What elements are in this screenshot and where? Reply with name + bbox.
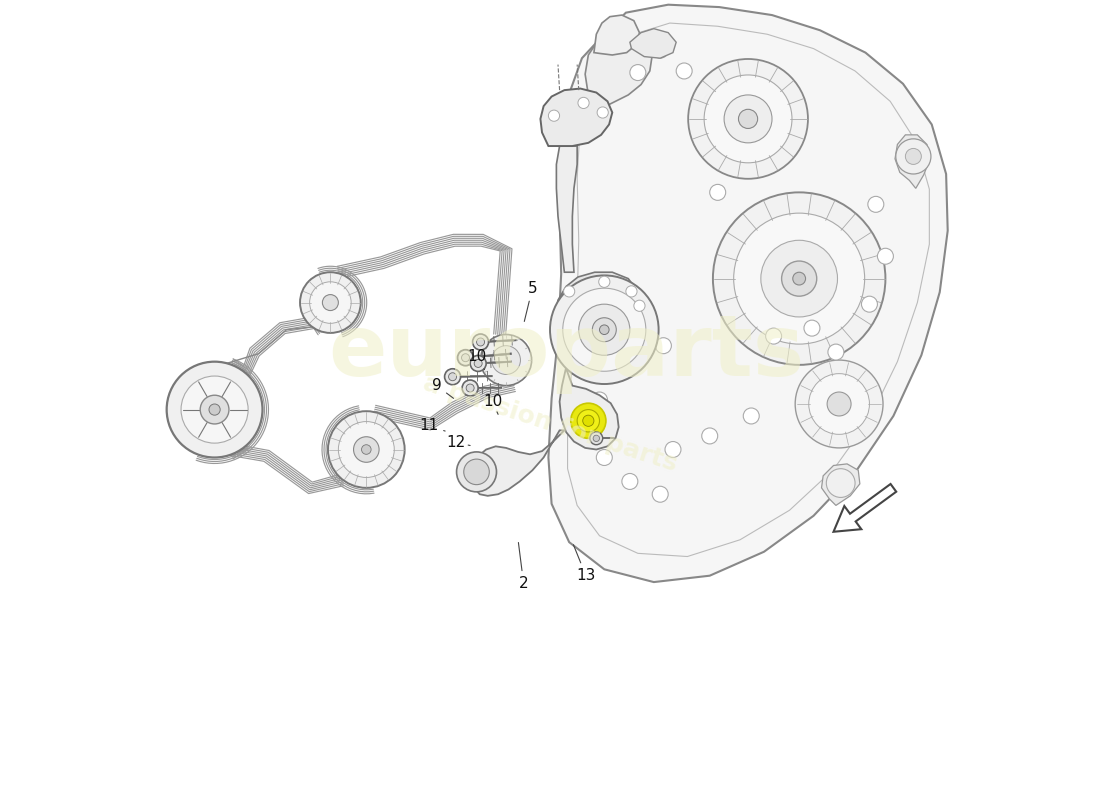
Circle shape <box>492 346 520 374</box>
Polygon shape <box>470 430 564 496</box>
Circle shape <box>600 325 609 334</box>
Circle shape <box>466 384 474 392</box>
Circle shape <box>868 196 883 212</box>
Circle shape <box>200 395 229 424</box>
Circle shape <box>704 75 792 163</box>
Circle shape <box>761 240 837 317</box>
Circle shape <box>353 437 380 462</box>
Circle shape <box>710 184 726 200</box>
Polygon shape <box>557 146 578 272</box>
Circle shape <box>596 450 613 466</box>
Circle shape <box>828 344 844 360</box>
Circle shape <box>598 276 609 287</box>
Circle shape <box>713 192 886 365</box>
Circle shape <box>689 59 808 178</box>
Circle shape <box>895 139 931 174</box>
Polygon shape <box>549 5 948 582</box>
Circle shape <box>652 42 668 58</box>
Circle shape <box>458 350 473 366</box>
Polygon shape <box>895 135 930 188</box>
Polygon shape <box>557 272 641 325</box>
Circle shape <box>563 286 575 297</box>
Circle shape <box>474 359 482 367</box>
Circle shape <box>808 374 869 434</box>
Circle shape <box>702 428 717 444</box>
Circle shape <box>549 110 560 122</box>
Circle shape <box>563 288 646 371</box>
Circle shape <box>579 304 630 355</box>
Circle shape <box>322 294 339 310</box>
Circle shape <box>481 334 531 386</box>
Circle shape <box>827 392 851 416</box>
Circle shape <box>676 63 692 79</box>
Circle shape <box>328 411 405 488</box>
Text: europarts: europarts <box>328 310 804 394</box>
Circle shape <box>462 354 470 362</box>
Circle shape <box>793 272 805 285</box>
Circle shape <box>583 415 594 426</box>
Circle shape <box>621 474 638 490</box>
Circle shape <box>362 445 371 454</box>
Circle shape <box>878 248 893 264</box>
Circle shape <box>309 282 351 323</box>
Text: 11: 11 <box>419 418 446 433</box>
Polygon shape <box>594 15 639 55</box>
Polygon shape <box>557 290 656 376</box>
Circle shape <box>590 432 603 445</box>
Circle shape <box>167 362 263 458</box>
Circle shape <box>724 95 772 143</box>
Circle shape <box>626 286 637 297</box>
Circle shape <box>597 107 608 118</box>
Circle shape <box>462 380 478 396</box>
Circle shape <box>550 275 659 384</box>
Circle shape <box>470 355 486 371</box>
Circle shape <box>738 110 758 129</box>
Circle shape <box>638 328 653 344</box>
Circle shape <box>578 410 600 432</box>
Circle shape <box>652 486 668 502</box>
Circle shape <box>209 404 220 415</box>
Circle shape <box>905 149 922 165</box>
Circle shape <box>656 338 671 354</box>
Circle shape <box>804 320 820 336</box>
Text: a passion for parts: a passion for parts <box>420 371 680 477</box>
Text: 10: 10 <box>466 349 486 370</box>
Circle shape <box>473 334 488 350</box>
Circle shape <box>795 360 883 448</box>
Circle shape <box>666 442 681 458</box>
Circle shape <box>861 296 878 312</box>
Circle shape <box>444 369 461 385</box>
Circle shape <box>766 328 782 344</box>
Circle shape <box>449 373 456 381</box>
Circle shape <box>593 435 600 442</box>
Circle shape <box>464 459 490 485</box>
Circle shape <box>456 452 496 492</box>
Text: 13: 13 <box>573 545 595 583</box>
Circle shape <box>744 408 759 424</box>
Circle shape <box>578 98 590 109</box>
Circle shape <box>300 272 361 333</box>
Polygon shape <box>585 33 652 114</box>
Circle shape <box>592 392 607 408</box>
Circle shape <box>630 65 646 81</box>
Circle shape <box>571 403 606 438</box>
Polygon shape <box>540 89 613 146</box>
Polygon shape <box>630 29 676 58</box>
Polygon shape <box>560 368 618 450</box>
Text: 2: 2 <box>518 542 528 591</box>
Text: 9: 9 <box>431 378 453 398</box>
Text: 5: 5 <box>525 281 537 322</box>
Circle shape <box>339 422 394 478</box>
Circle shape <box>592 318 616 342</box>
Circle shape <box>476 338 485 346</box>
Text: 10: 10 <box>483 394 502 414</box>
Circle shape <box>634 300 645 311</box>
Text: 12: 12 <box>447 435 470 450</box>
Circle shape <box>734 213 865 344</box>
Circle shape <box>182 376 249 443</box>
Circle shape <box>826 469 855 498</box>
Polygon shape <box>822 464 860 506</box>
Polygon shape <box>560 290 650 368</box>
Circle shape <box>782 261 816 296</box>
